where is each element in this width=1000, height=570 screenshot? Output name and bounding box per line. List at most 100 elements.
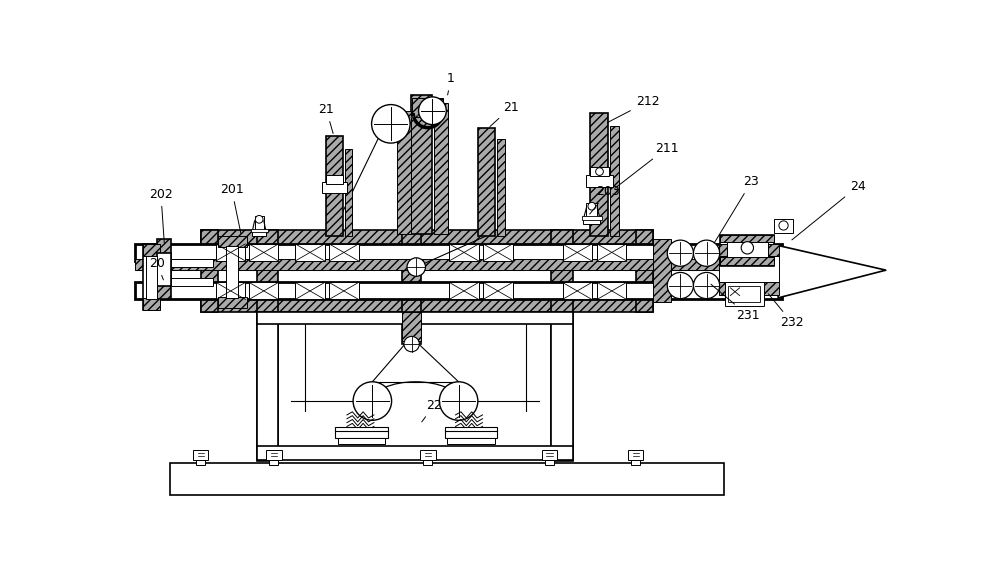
Bar	[143, 298, 160, 310]
Bar	[478, 128, 495, 236]
Circle shape	[588, 202, 596, 210]
Text: 23: 23	[714, 176, 759, 243]
Bar	[226, 246, 238, 298]
Bar	[335, 428, 388, 438]
Bar	[411, 95, 432, 234]
Bar	[445, 428, 497, 438]
Bar	[326, 174, 343, 184]
Bar	[345, 149, 352, 236]
Bar	[251, 229, 268, 233]
Bar	[449, 244, 479, 261]
Text: 203: 203	[590, 185, 619, 214]
Bar	[171, 278, 213, 286]
Bar	[295, 244, 325, 261]
Bar	[725, 283, 764, 306]
Bar	[402, 312, 421, 341]
Bar	[590, 167, 609, 176]
Bar	[266, 450, 282, 461]
Bar	[631, 461, 640, 465]
Bar	[412, 97, 443, 117]
Bar	[322, 182, 347, 193]
Circle shape	[741, 242, 754, 254]
Bar	[434, 103, 448, 234]
Bar	[326, 136, 343, 236]
Circle shape	[439, 382, 478, 420]
Circle shape	[596, 168, 603, 176]
Bar	[170, 463, 724, 495]
Bar	[497, 139, 505, 236]
Bar	[269, 461, 278, 465]
Circle shape	[372, 104, 410, 143]
Bar	[201, 230, 218, 312]
Text: 211: 211	[615, 141, 679, 188]
Bar	[582, 216, 602, 220]
Bar	[201, 230, 653, 246]
Bar	[586, 174, 613, 187]
Bar	[216, 283, 245, 299]
Bar	[157, 239, 171, 299]
Bar	[143, 244, 160, 310]
Bar	[249, 244, 278, 261]
Text: 1: 1	[447, 72, 455, 95]
Bar	[597, 283, 626, 299]
Bar	[597, 244, 626, 261]
Bar	[720, 257, 774, 264]
Bar	[719, 256, 779, 283]
Bar	[719, 244, 779, 256]
Bar	[143, 244, 160, 256]
Text: 212: 212	[607, 95, 659, 123]
Bar	[218, 297, 247, 308]
Circle shape	[353, 382, 392, 420]
Circle shape	[404, 336, 419, 352]
Bar	[728, 286, 760, 302]
Bar	[257, 312, 573, 324]
Text: 21: 21	[490, 101, 519, 127]
Bar	[551, 230, 573, 461]
Bar	[483, 244, 512, 261]
Text: 22: 22	[422, 399, 442, 422]
Bar	[201, 296, 653, 312]
Bar	[774, 219, 793, 233]
Circle shape	[693, 272, 720, 299]
Circle shape	[779, 221, 788, 230]
Bar	[249, 283, 278, 299]
Bar	[295, 283, 325, 299]
Bar	[193, 450, 208, 461]
Circle shape	[693, 240, 720, 266]
Bar	[447, 438, 495, 444]
Circle shape	[407, 258, 425, 276]
Circle shape	[419, 97, 446, 125]
Bar	[196, 461, 205, 465]
Bar	[727, 242, 768, 257]
Bar	[551, 312, 573, 449]
Circle shape	[667, 240, 693, 266]
Bar	[653, 239, 671, 303]
Text: 232: 232	[768, 294, 804, 329]
Bar	[216, 244, 245, 261]
Bar	[586, 203, 597, 222]
Bar	[257, 446, 573, 459]
Bar	[135, 284, 782, 298]
Bar	[218, 236, 247, 247]
Bar	[329, 244, 358, 261]
Bar	[135, 283, 782, 299]
Bar	[397, 111, 411, 234]
Bar	[720, 235, 774, 266]
Text: 231: 231	[711, 284, 759, 321]
Bar	[171, 259, 213, 267]
Bar	[583, 218, 600, 224]
Circle shape	[667, 272, 693, 299]
Bar	[628, 450, 643, 461]
Bar	[423, 461, 432, 465]
Bar	[157, 253, 171, 286]
Bar	[252, 230, 266, 236]
Bar	[255, 216, 264, 233]
Circle shape	[255, 215, 263, 223]
Text: 201: 201	[220, 183, 244, 234]
Bar	[338, 438, 385, 444]
Bar	[563, 244, 592, 261]
Text: 202: 202	[149, 188, 173, 243]
Bar	[483, 283, 512, 299]
Bar	[720, 235, 774, 242]
Bar	[545, 461, 554, 465]
